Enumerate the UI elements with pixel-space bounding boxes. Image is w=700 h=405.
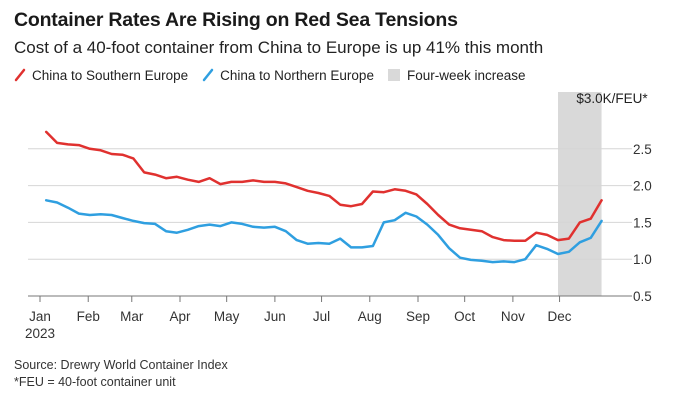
legend-northern-label: China to Northern Europe [220, 67, 374, 83]
x-tick-label: Jan [29, 309, 51, 324]
chart-legend: China to Southern Europe China to Northe… [14, 65, 540, 85]
chart-subtitle: Cost of a 40-foot container from China t… [14, 38, 544, 57]
legend-item-northern: China to Northern Europe [202, 68, 374, 83]
legend-southern-line-icon [14, 68, 26, 82]
x-tick-sublabel: 2023 [25, 326, 55, 341]
x-tick-label: Dec [548, 309, 572, 324]
y-tick-label: 2.5 [633, 142, 652, 157]
x-tick-label: Jul [313, 309, 330, 324]
footnote: *FEU = 40-foot container unit [14, 375, 176, 389]
x-tick-label: Mar [120, 309, 144, 324]
x-tick-label: Apr [169, 309, 191, 324]
legend-southern-label: China to Southern Europe [32, 67, 189, 83]
series-line-northern-europe [44, 199, 603, 264]
four-week-increase-band [558, 92, 602, 296]
y-tick-label: 1.0 [633, 252, 652, 267]
series-line-southern-europe [44, 130, 603, 243]
chart-title: Container Rates Are Rising on Red Sea Te… [14, 9, 458, 31]
legend-northern-line-icon [202, 68, 214, 82]
y-tick-label: 0.5 [633, 289, 652, 304]
source-note: Source: Drewry World Container Index [14, 358, 228, 372]
y-tick-label: 2.0 [633, 179, 652, 194]
legend-item-southern: China to Southern Europe [14, 68, 188, 83]
x-tick-label: Aug [358, 309, 382, 324]
legend-increase-swatch [387, 69, 400, 81]
legend-item-increase: Four-week increase [387, 67, 526, 83]
x-tick-label: Oct [454, 309, 475, 324]
x-tick-label: Nov [501, 309, 525, 324]
x-tick-label: Sep [406, 309, 430, 324]
legend-increase-label: Four-week increase [406, 67, 526, 83]
x-tick-label: Feb [77, 309, 100, 324]
x-tick-label: May [214, 309, 240, 324]
y-unit-label: $3.0K/FEU* [576, 91, 648, 106]
x-tick-label: Jun [264, 309, 286, 324]
line-chart: 0.5 1.0 1.5 2.0 2.5 $3.0K/FEU* Jan 2023 Feb Mar Ap… [25, 91, 652, 341]
y-tick-label: 1.5 [633, 215, 652, 230]
